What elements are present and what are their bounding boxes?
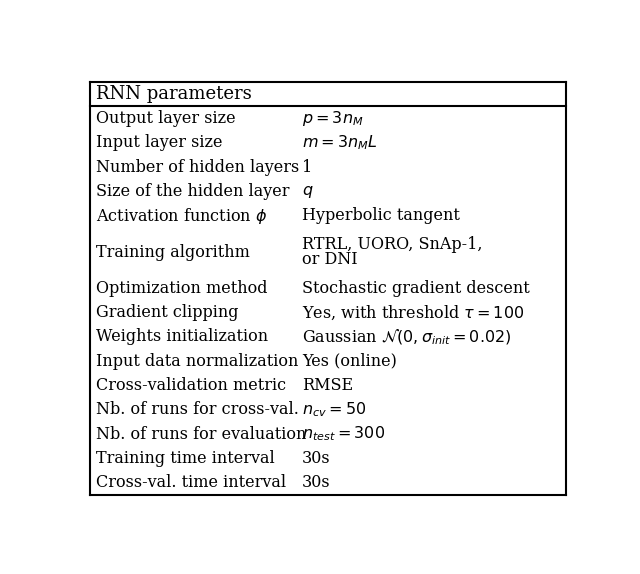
Text: Input layer size: Input layer size	[96, 134, 222, 152]
Text: Gaussian $\mathcal{N}(0, \sigma_{init} = 0.02)$: Gaussian $\mathcal{N}(0, \sigma_{init} =…	[301, 327, 511, 347]
Text: $n_{test} = 300$: $n_{test} = 300$	[301, 425, 385, 443]
Text: Hyperbolic tangent: Hyperbolic tangent	[301, 207, 460, 224]
Text: $q$: $q$	[301, 183, 313, 200]
Text: Training time interval: Training time interval	[96, 450, 275, 467]
Text: Weights initialization: Weights initialization	[96, 328, 268, 346]
Text: Size of the hidden layer: Size of the hidden layer	[96, 183, 289, 200]
Text: Number of hidden layers: Number of hidden layers	[96, 158, 299, 176]
Text: Training algorithm: Training algorithm	[96, 243, 250, 261]
Text: RNN parameters: RNN parameters	[96, 86, 252, 103]
Text: Cross-val. time interval: Cross-val. time interval	[96, 474, 286, 491]
Text: Gradient clipping: Gradient clipping	[96, 304, 238, 321]
Text: RMSE: RMSE	[301, 377, 353, 394]
Text: Yes (online): Yes (online)	[301, 353, 397, 370]
Text: 30s: 30s	[301, 474, 330, 491]
Text: $n_{cv} = 50$: $n_{cv} = 50$	[301, 401, 366, 419]
Text: 30s: 30s	[301, 450, 330, 467]
Text: Stochastic gradient descent: Stochastic gradient descent	[301, 280, 529, 297]
Text: $p = 3n_M$: $p = 3n_M$	[301, 109, 363, 128]
Text: 1: 1	[301, 158, 312, 176]
Text: Nb. of runs for cross-val.: Nb. of runs for cross-val.	[96, 401, 299, 418]
Text: Input data normalization: Input data normalization	[96, 353, 298, 370]
Text: or DNI: or DNI	[301, 251, 357, 268]
Text: Nb. of runs for evaluation: Nb. of runs for evaluation	[96, 425, 307, 443]
Text: Output layer size: Output layer size	[96, 110, 236, 127]
Text: Activation function $\phi$: Activation function $\phi$	[96, 205, 268, 226]
Text: Cross-validation metric: Cross-validation metric	[96, 377, 286, 394]
Text: Optimization method: Optimization method	[96, 280, 268, 297]
Text: $m = 3n_M L$: $m = 3n_M L$	[301, 134, 378, 152]
Text: Yes, with threshold $\tau = 100$: Yes, with threshold $\tau = 100$	[301, 304, 524, 322]
Text: RTRL, UORO, SnAp-1,: RTRL, UORO, SnAp-1,	[301, 236, 482, 253]
